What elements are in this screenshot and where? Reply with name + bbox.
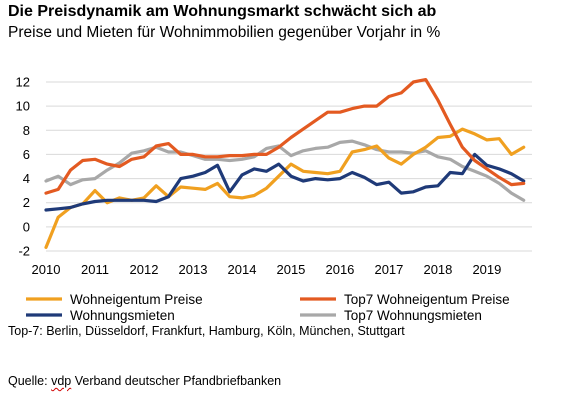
y-tick-label: 6 xyxy=(23,147,30,162)
x-tick-label: 2017 xyxy=(374,262,403,277)
y-tick-label: 4 xyxy=(23,171,30,186)
series-line-wohnungsmieten xyxy=(44,152,526,212)
x-tick-label: 2014 xyxy=(228,262,257,277)
chart-subtitle: Preise und Mieten für Wohnimmobilien geg… xyxy=(8,24,441,41)
series-line-top7-wohnungsmieten xyxy=(44,139,526,202)
source-rest: Verband deutscher Pfandbriefbanken xyxy=(71,374,282,388)
x-tick-label: 2013 xyxy=(179,262,208,277)
y-tick-label: -2 xyxy=(18,244,30,259)
x-tick-label: 2012 xyxy=(130,262,159,277)
series-line-top7-wohneigentum-preise xyxy=(44,78,526,195)
line-chart: -2 0 2 4 6 8 10 12 2010 2011 2012 2013 2014 2015 2016… xyxy=(16,75,532,323)
source-note: Quelle: vdp Verband deutscher Pfandbrief… xyxy=(8,374,281,388)
x-axis-ticks: 2010 2011 2012 2013 2014 2015 2016 2017 2018 2019 xyxy=(32,262,502,277)
x-tick-label: 2010 xyxy=(32,262,61,277)
series-lines xyxy=(44,78,526,249)
y-tick-label: 0 xyxy=(23,219,30,234)
x-tick-label: 2015 xyxy=(276,262,305,277)
legend-label: Wohneigentum Preise xyxy=(70,292,203,307)
source-name: vdp xyxy=(51,374,72,388)
y-tick-label: 8 xyxy=(23,123,30,138)
legend: Wohneigentum Preise Top7 Wohneigentum Pre… xyxy=(26,292,510,323)
y-tick-label: 12 xyxy=(16,75,30,90)
x-tick-label: 2018 xyxy=(423,262,452,277)
y-tick-label: 10 xyxy=(16,99,30,114)
footnote: Top-7: Berlin, Düsseldorf, Frankfurt, Ha… xyxy=(8,324,405,338)
legend-label: Top7 Wohneigentum Preise xyxy=(344,292,510,307)
source-prefix: Quelle: xyxy=(8,374,52,388)
y-tick-label: 2 xyxy=(23,195,30,210)
grid-lines xyxy=(46,81,532,252)
x-tick-label: 2019 xyxy=(472,262,501,277)
y-axis-ticks: -2 0 2 4 6 8 10 12 xyxy=(16,75,30,259)
x-tick-label: 2011 xyxy=(81,262,109,277)
series-line-wohneigentum-preise xyxy=(44,127,526,249)
x-tick-label: 2016 xyxy=(325,262,354,277)
legend-label: Top7 Wohnungsmieten xyxy=(344,308,482,323)
legend-label: Wohnungsmieten xyxy=(70,308,175,323)
chart-title: Die Preisdynamik am Wohnungsmarkt schwäc… xyxy=(8,3,437,20)
